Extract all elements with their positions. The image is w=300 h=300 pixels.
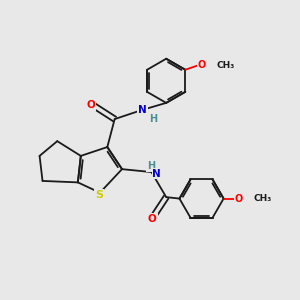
Text: H: H [147, 161, 155, 171]
Text: O: O [235, 194, 243, 204]
Text: N: N [138, 105, 147, 115]
Text: H: H [149, 114, 158, 124]
Text: CH₃: CH₃ [254, 194, 272, 203]
Text: O: O [148, 214, 157, 224]
Text: N: N [152, 169, 161, 178]
Text: O: O [87, 100, 95, 110]
Text: CH₃: CH₃ [216, 61, 235, 70]
Text: S: S [95, 190, 103, 200]
Text: O: O [197, 60, 206, 70]
